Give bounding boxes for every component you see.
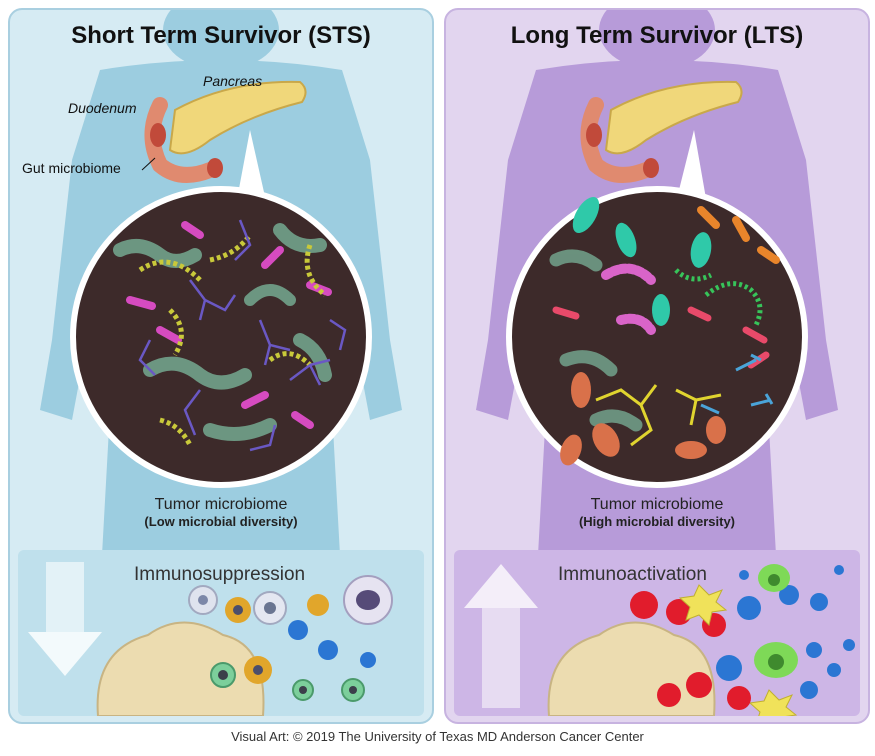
duodenum-label: Duodenum bbox=[68, 100, 137, 116]
lts-caption: Tumor microbiome (High microbial diversi… bbox=[446, 496, 868, 529]
sts-panel: Short Term Survivor (STS) Pancreas Duode… bbox=[8, 8, 434, 724]
immunoactivation-box: Immunoactivation bbox=[454, 550, 860, 716]
sts-illustration bbox=[40, 10, 402, 555]
lts-caption-title: Tumor microbiome bbox=[590, 496, 724, 513]
immunoactivation-label: Immunoactivation bbox=[558, 564, 707, 585]
immunoactivation-illustration bbox=[464, 564, 855, 716]
gut-microbiome-label: Gut microbiome bbox=[22, 160, 121, 176]
immunosuppression-label: Immunosuppression bbox=[134, 564, 306, 585]
lts-title: Long Term Survivor (LTS) bbox=[510, 22, 804, 49]
pancreas-label: Pancreas bbox=[203, 73, 263, 89]
immunosuppression-illustration bbox=[28, 562, 393, 716]
immunosuppression-box: Immunosuppression bbox=[18, 550, 424, 716]
tumor-mass bbox=[547, 621, 716, 716]
sts-caption-sub: (Low microbial diversity) bbox=[144, 514, 298, 529]
pancreas-organ bbox=[580, 80, 743, 183]
arrow-up-icon bbox=[464, 564, 538, 708]
sts-caption-title: Tumor microbiome bbox=[154, 496, 288, 513]
credit-line: Visual Art: © 2019 The University of Tex… bbox=[231, 729, 644, 744]
tumor-microbiome-circle bbox=[70, 186, 372, 488]
lts-panel: Long Term Survivor (LTS) Tumor microbiom… bbox=[444, 8, 870, 724]
pancreas-organ bbox=[144, 80, 307, 183]
arrow-down-icon bbox=[28, 562, 102, 676]
sts-caption: Tumor microbiome (Low microbial diversit… bbox=[10, 496, 432, 529]
lts-illustration bbox=[476, 10, 838, 555]
sts-title: Short Term Survivor (STS) bbox=[71, 22, 371, 49]
lts-caption-sub: (High microbial diversity) bbox=[578, 514, 736, 529]
tumor-microbiome-circle bbox=[506, 186, 808, 488]
tumor-mass bbox=[96, 621, 265, 716]
